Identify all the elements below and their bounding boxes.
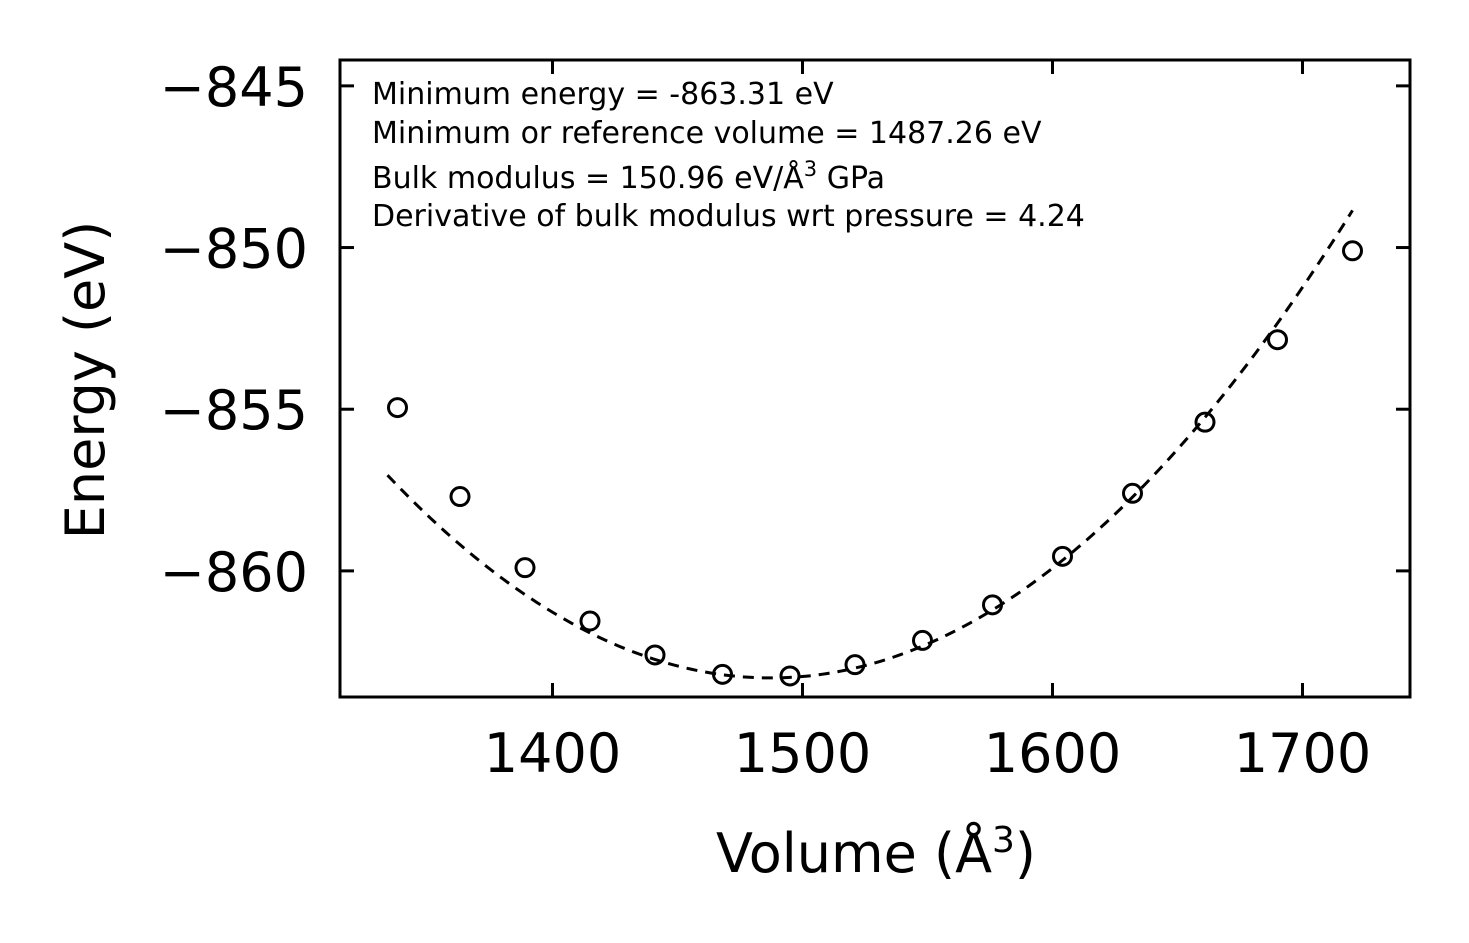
- data-point: [712, 663, 733, 685]
- y-axis-label: Energy (eV): [54, 221, 117, 540]
- data-point: [1052, 545, 1073, 567]
- data-point: [579, 610, 601, 632]
- x-tick-label: 1400: [484, 722, 621, 785]
- data-point: [779, 665, 801, 687]
- x-tick-label: 1500: [734, 722, 871, 785]
- x-tick-label: 1700: [1234, 722, 1371, 785]
- annotation-ref-volume: Minimum or reference volume = 1487.26 eV: [372, 116, 1042, 151]
- annotation-bulk-modulus: Bulk modulus = 150.96 eV/Å3 GPa: [372, 157, 885, 196]
- data-point: [387, 397, 408, 419]
- data-points: [387, 240, 1363, 687]
- data-point: [1267, 329, 1288, 351]
- data-point: [514, 557, 536, 579]
- annotation-block: Minimum energy = -863.31 eV Minimum or r…: [372, 77, 1085, 234]
- x-tick-label: 1600: [984, 722, 1121, 785]
- data-point: [644, 644, 666, 666]
- x-axis-label: Volume (Å3): [716, 820, 1036, 885]
- y-tick-label: −850: [160, 218, 308, 281]
- annotation-bulk-derivative: Derivative of bulk modulus wrt pressure …: [372, 199, 1085, 234]
- data-point: [982, 594, 1003, 616]
- y-tick-label: −845: [160, 56, 308, 119]
- data-point: [1342, 240, 1363, 262]
- y-tick-label: −860: [160, 541, 308, 604]
- fit-curve: [386, 209, 1354, 680]
- data-point: [1194, 411, 1216, 433]
- y-axis-ticks: −845 −850 −855 −860: [160, 56, 1410, 604]
- data-point: [449, 486, 471, 508]
- x-axis-ticks: 1400 1500 1600 1700: [484, 60, 1371, 785]
- plot-area: [386, 209, 1363, 687]
- plot-frame: [338, 58, 1412, 699]
- y-tick-label: −855: [160, 379, 308, 442]
- data-point: [844, 654, 866, 676]
- data-point: [1122, 482, 1143, 504]
- data-point: [912, 629, 933, 651]
- annotation-min-energy: Minimum energy = -863.31 eV: [372, 77, 834, 112]
